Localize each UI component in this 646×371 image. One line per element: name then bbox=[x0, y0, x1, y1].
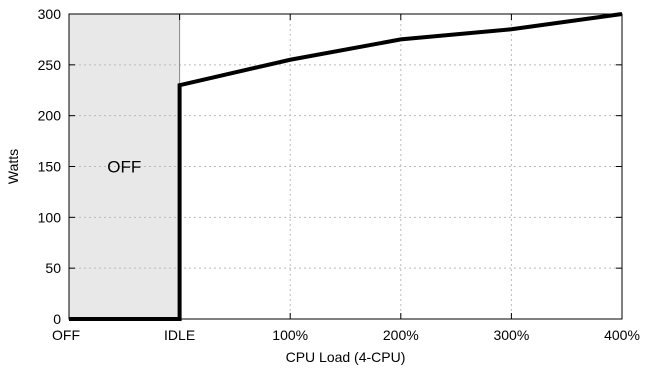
x-tick-label: OFF bbox=[52, 327, 80, 343]
off-region-label: OFF bbox=[107, 158, 141, 177]
y-tick-label: 250 bbox=[38, 57, 62, 73]
y-tick-label: 300 bbox=[38, 6, 62, 22]
y-tick-label: 150 bbox=[38, 159, 62, 175]
x-tick-label: 200% bbox=[383, 327, 419, 343]
grid-lines bbox=[69, 14, 622, 319]
x-tick-label: 100% bbox=[272, 327, 308, 343]
y-tick-label: 200 bbox=[38, 108, 62, 124]
y-axis-ticks: 0 50 100 150 200 250 300 bbox=[38, 6, 622, 327]
x-tick-label: 400% bbox=[604, 327, 640, 343]
y-tick-label: 0 bbox=[53, 311, 61, 327]
y-axis-label: Watts bbox=[5, 149, 21, 184]
x-tick-label: 300% bbox=[493, 327, 529, 343]
x-tick-label: IDLE bbox=[164, 327, 195, 343]
x-axis-label: CPU Load (4-CPU) bbox=[286, 349, 406, 365]
y-tick-label: 100 bbox=[38, 209, 62, 225]
x-axis-ticks: OFF IDLE 100% 200% 300% 400% bbox=[52, 14, 640, 343]
y-tick-label: 50 bbox=[45, 260, 61, 276]
